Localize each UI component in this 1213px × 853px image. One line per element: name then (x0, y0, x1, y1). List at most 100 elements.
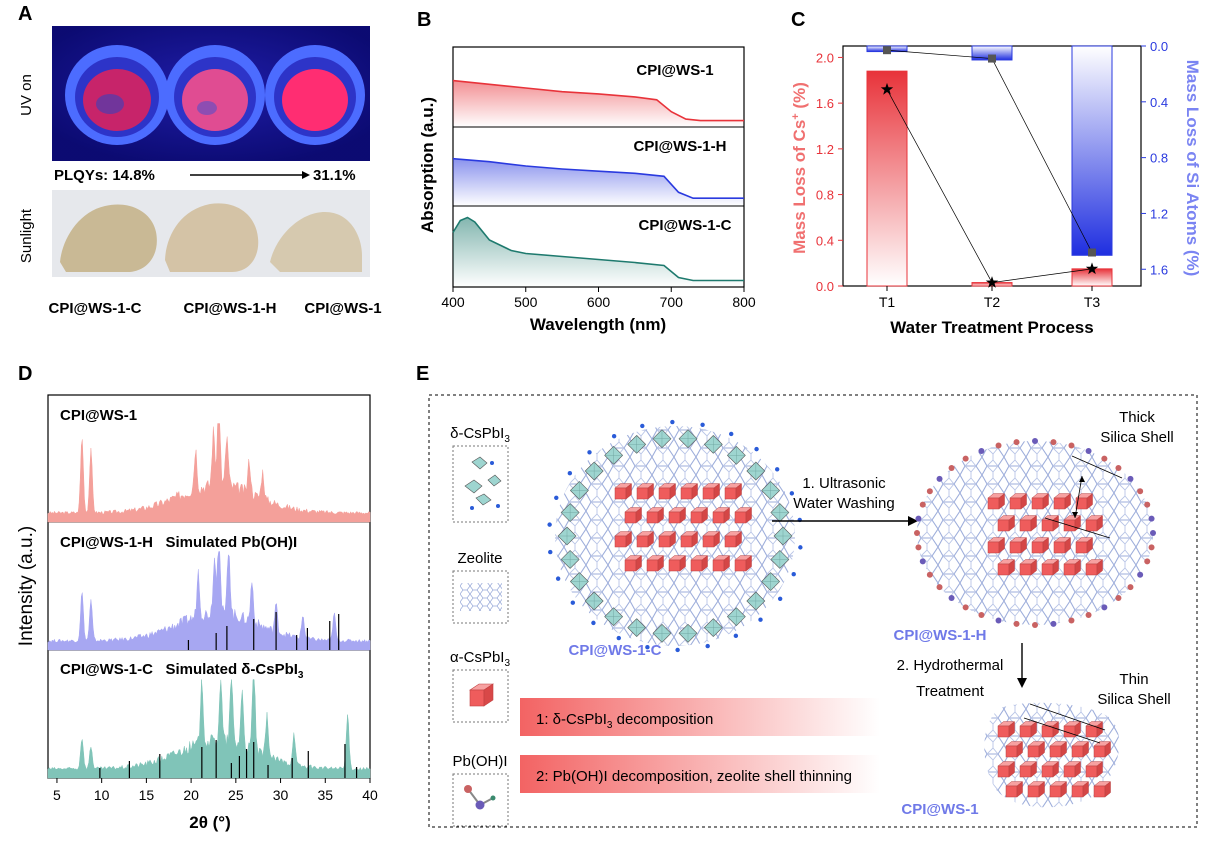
note1-text: 1: δ-CsPbI3 decomposition (536, 711, 713, 731)
b-label-1: CPI@WS-1 (636, 62, 713, 79)
c-xlabel: Water Treatment Process (890, 318, 1093, 337)
c-ylabel-left: Mass Loss of Cs+ (%) (790, 82, 809, 254)
c-ytick-left-label: 1.2 (816, 142, 834, 157)
c-xtick-label: T2 (984, 294, 1001, 310)
legend-pboh-box (452, 773, 509, 827)
sun-sample-1 (60, 204, 157, 272)
c-xtick-label: T1 (879, 294, 896, 310)
c-ytick-right-label: 1.6 (1150, 262, 1168, 277)
b-line-3 (452, 216, 744, 282)
c-ytick-left-label: 2.0 (816, 50, 834, 65)
panel-b-chart: B 400 500 600 700 800 CPI@WS-1 CPI@WS-1-H CP… (417, 9, 756, 334)
b-line-1 (452, 79, 744, 122)
thin-line2: Silica Shell (1097, 691, 1170, 708)
panel-e-schematic: E δ-CsPbI3 Zeolite α-CsPbI3 Pb(OH)I CPI@… (416, 363, 1198, 828)
c-xtick-label: T3 (1084, 294, 1101, 310)
d-xtick-label: 5 (53, 787, 61, 803)
sun-sample-2 (165, 203, 259, 272)
d-pattern-3 (47, 679, 371, 779)
c-marker-si-T2 (988, 54, 996, 63)
uv-label: UV on (18, 74, 35, 116)
b-ylabel: Absorption (a.u.) (418, 97, 437, 233)
d-xlabel: 2θ (°) (189, 813, 231, 832)
plqy-right: 31.1% (313, 167, 356, 184)
thick-line2: Silica Shell (1100, 429, 1173, 446)
legend-delta-icon (464, 456, 502, 510)
sample-label-c: CPI@WS-1-C (49, 300, 142, 317)
c-ylabel-right: Mass Loss of Si Atoms (%) (1183, 60, 1202, 277)
schematic-frame (428, 394, 1198, 828)
c-marker-cs-T2 (985, 276, 999, 288)
panel-a: A UV on PLQYs: 14.8% 31.1% Sunlight CPI@… (18, 3, 382, 317)
b-xtick-label: 400 (441, 294, 465, 310)
label-sample-h: CPI@WS-1-H (894, 627, 987, 644)
b-xtick-label: 700 (660, 294, 684, 310)
panel-letter-b: B (417, 9, 431, 31)
uv-dish-2 (165, 45, 265, 145)
step1-line2: Water Washing (793, 495, 894, 512)
c-ytick-right-label: 0.8 (1150, 151, 1168, 166)
plqy-left: PLQYs: 14.8% (54, 167, 155, 184)
c-ytick-left-label: 1.6 (816, 96, 834, 111)
b-label-2: CPI@WS-1-H (634, 138, 727, 155)
d-xtick-label: 30 (273, 787, 289, 803)
structure-1 (984, 702, 1120, 808)
b-xtick-label: 600 (587, 294, 611, 310)
c-ytick-left-label: 0.8 (816, 188, 834, 203)
label-sample-1: CPI@WS-1 (901, 801, 978, 818)
panel-letter-c: C (791, 9, 805, 31)
d-label-2: CPI@WS-1-H Simulated Pb(OH)I (60, 534, 297, 551)
legend-zeolite-box (452, 570, 509, 624)
d-xtick-label: 10 (94, 787, 110, 803)
legend-delta-box (452, 445, 509, 523)
b-line-2 (452, 157, 744, 199)
legend-pboh: Pb(OH)I (452, 753, 507, 770)
uv-sample-3 (282, 69, 348, 131)
sunlight-label: Sunlight (18, 208, 35, 263)
c-line-si (886, 49, 1093, 253)
uv-dish-3 (265, 45, 365, 145)
b-xlabel: Wavelength (nm) (530, 315, 666, 334)
d-label-1: CPI@WS-1 (60, 407, 137, 424)
c-marker-cs-T1 (880, 82, 894, 95)
panel-c-chart: C T1 T2 T3 0.0 0.4 0.8 1.2 1.6 2.0 0.0 0.4 0.8 1.2 1.… (790, 9, 1202, 337)
sun-sample-3 (270, 212, 362, 272)
b-area-3 (453, 217, 744, 287)
d-xtick-label: 20 (183, 787, 199, 803)
d-ylabel: Intensity (a.u.) (16, 526, 37, 646)
legend-alpha-icon (469, 683, 494, 707)
label-sample-c: CPI@WS-1-C (569, 642, 662, 659)
step2-line1: 2. Hydrothermal (897, 657, 1004, 674)
b-xtick-label: 500 (514, 294, 538, 310)
c-bar-si-T3 (1071, 45, 1113, 256)
thick-line1: Thick (1119, 409, 1155, 426)
c-bar-cs-T1 (866, 70, 908, 287)
legend-zeolite: Zeolite (457, 550, 502, 567)
panel-d-chart: D 5 10 15 20 25 30 35 40 CPI@WS-1 CPI@WS-1-H Si… (16, 363, 378, 832)
legend-delta: δ-CsPbI3 (450, 425, 510, 445)
legend-pboh-icon (464, 785, 496, 810)
note2-text: 2: Pb(OH)I decomposition, zeolite shell … (536, 768, 852, 785)
d-pattern-1 (47, 551, 371, 651)
c-ytick-right-label: 0.4 (1150, 95, 1168, 110)
d-xtick-label: 40 (362, 787, 378, 803)
note2-bar (520, 755, 880, 793)
d-xtick-label: 25 (228, 787, 244, 803)
c-line-cs (886, 89, 1093, 283)
legend-alpha-box (452, 669, 509, 723)
uv-sample-2 (182, 69, 248, 131)
panel-letter-e: E (416, 363, 429, 385)
d-pattern-0 (47, 423, 371, 523)
panel-letter-d: D (18, 363, 32, 385)
c-marker-si-T1 (883, 46, 891, 55)
c-marker-si-T3 (1088, 248, 1096, 257)
plot-frame-d (47, 394, 371, 779)
d-label-3: CPI@WS-1-C Simulated δ-CsPbI3 (60, 661, 304, 681)
thin-line1: Thin (1119, 671, 1148, 688)
c-ytick-right-label: 0.0 (1150, 39, 1168, 54)
step1-line1: 1. Ultrasonic (802, 475, 886, 492)
sample-label-h: CPI@WS-1-H (184, 300, 277, 317)
note1-bar (520, 698, 880, 736)
d-xtick-label: 35 (317, 787, 333, 803)
uv-dish-1 (65, 45, 169, 145)
